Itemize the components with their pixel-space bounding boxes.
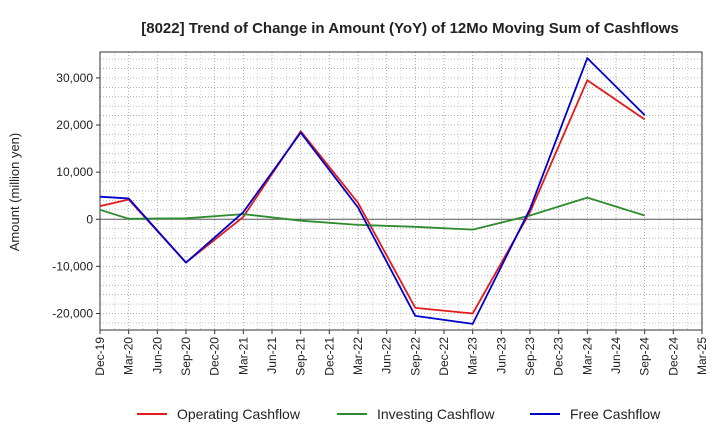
y-tick-label: 30,000 [56,71,93,85]
x-tick-label: Dec-20 [208,337,222,376]
legend: Operating Cashflow Investing Cashflow Free… [137,406,661,422]
y-tick-label: 20,000 [56,118,93,132]
x-tick-label: Dec-24 [666,337,680,376]
x-tick-label: Sep-22 [408,337,422,376]
x-tick-label: Dec-22 [437,337,451,376]
x-tick-label: Sep-21 [294,337,308,376]
x-tick-label: Sep-23 [523,337,537,376]
x-tick-label: Mar-22 [351,337,365,375]
legend-label: Free Cashflow [570,406,661,422]
legend-label: Operating Cashflow [177,406,301,422]
series-lines [99,57,646,325]
x-tick-label: Mar-20 [122,337,136,375]
x-tick-label: Mar-25 [695,337,709,375]
x-tick-label: Jun-23 [494,337,508,374]
x-tick-label: Sep-24 [638,337,652,376]
x-tick-label: Dec-19 [93,337,107,376]
y-ticks: -20,000 -10,000 0 10,000 20,000 30,000 [52,71,100,321]
grid [100,52,702,330]
x-tick-label: Sep-20 [179,337,193,376]
plot-area-frame [99,51,703,331]
y-tick-label: 0 [86,212,93,226]
x-tick-label: Jun-24 [609,337,623,374]
y-axis-label: Amount (million yen) [7,133,22,252]
y-tick-label: -10,000 [52,259,93,273]
x-tick-label: Jun-22 [380,337,394,374]
x-tick-label: Jun-21 [265,337,279,374]
x-tick-label: Mar-24 [580,337,594,375]
x-ticks: Dec-19 Mar-20 Jun-20 Sep-20 Dec-20 Mar-21 Jun-… [93,330,709,376]
x-tick-label: Jun-20 [150,337,164,374]
y-tick-label: 10,000 [56,165,93,179]
y-tick-label: -20,000 [52,307,93,321]
legend-label: Investing Cashflow [377,406,495,422]
x-tick-label: Mar-21 [236,337,250,375]
x-tick-label: Dec-23 [552,337,566,376]
x-tick-label: Dec-21 [322,337,336,376]
chart-title: [8022] Trend of Change in Amount (YoY) o… [141,20,679,37]
x-tick-label: Mar-23 [466,337,480,375]
